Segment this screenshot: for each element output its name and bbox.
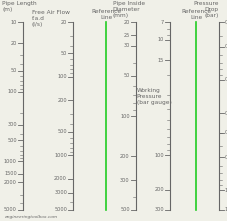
Text: 2000: 2000 <box>4 180 17 185</box>
Text: 20: 20 <box>60 20 67 25</box>
Text: 30: 30 <box>123 43 129 48</box>
Text: 1.0: 1.0 <box>224 188 227 193</box>
Text: 200: 200 <box>57 98 67 103</box>
Text: 0.1: 0.1 <box>224 77 227 82</box>
Text: 0.3: 0.3 <box>224 130 227 135</box>
Text: 0.05: 0.05 <box>224 44 227 49</box>
Text: Pipe Inside
Diameter
(mm): Pipe Inside Diameter (mm) <box>112 1 144 18</box>
Text: 3000: 3000 <box>54 190 67 195</box>
Text: 50: 50 <box>60 51 67 56</box>
Text: 100: 100 <box>57 74 67 79</box>
Text: Working
Pressure
(bar gauge): Working Pressure (bar gauge) <box>136 88 171 105</box>
Text: 500: 500 <box>7 138 17 143</box>
Text: 20: 20 <box>123 20 129 25</box>
Text: 1.5: 1.5 <box>224 208 227 212</box>
Text: 100: 100 <box>120 114 129 118</box>
Text: 10: 10 <box>10 20 17 25</box>
Text: 200: 200 <box>120 154 129 159</box>
Text: 1000: 1000 <box>54 153 67 158</box>
Text: 300: 300 <box>154 208 163 212</box>
Text: 15: 15 <box>157 58 163 63</box>
Text: 300: 300 <box>7 122 17 128</box>
Text: 7: 7 <box>160 20 163 25</box>
Text: 25: 25 <box>123 33 129 38</box>
Text: 5000: 5000 <box>4 208 17 212</box>
Text: engineeringtoolbox.com: engineeringtoolbox.com <box>5 215 57 219</box>
Text: 100: 100 <box>154 152 163 158</box>
Text: 0.03: 0.03 <box>224 20 227 25</box>
Text: Free Air Flow
f.a.d
(l/s): Free Air Flow f.a.d (l/s) <box>32 10 69 27</box>
Text: 1500: 1500 <box>4 171 17 176</box>
Text: 1000: 1000 <box>4 159 17 164</box>
Text: 500: 500 <box>120 208 129 212</box>
Text: 300: 300 <box>120 178 129 183</box>
Text: Pipe Length
(m): Pipe Length (m) <box>2 1 37 12</box>
Text: 200: 200 <box>154 187 163 192</box>
Text: Reference
Line: Reference Line <box>180 9 210 20</box>
Text: 10: 10 <box>157 37 163 42</box>
Text: 50: 50 <box>123 73 129 78</box>
Text: 50: 50 <box>10 68 17 73</box>
Text: 20: 20 <box>10 40 17 46</box>
Text: 500: 500 <box>57 129 67 134</box>
Text: 0.5: 0.5 <box>224 155 227 160</box>
Text: 0.2: 0.2 <box>224 111 227 116</box>
Text: Pressure
Drop
(bar): Pressure Drop (bar) <box>192 1 218 18</box>
Text: 100: 100 <box>7 89 17 94</box>
Text: 2000: 2000 <box>54 176 67 181</box>
Text: 5000: 5000 <box>54 208 67 212</box>
Text: Reference
Line: Reference Line <box>91 9 121 20</box>
